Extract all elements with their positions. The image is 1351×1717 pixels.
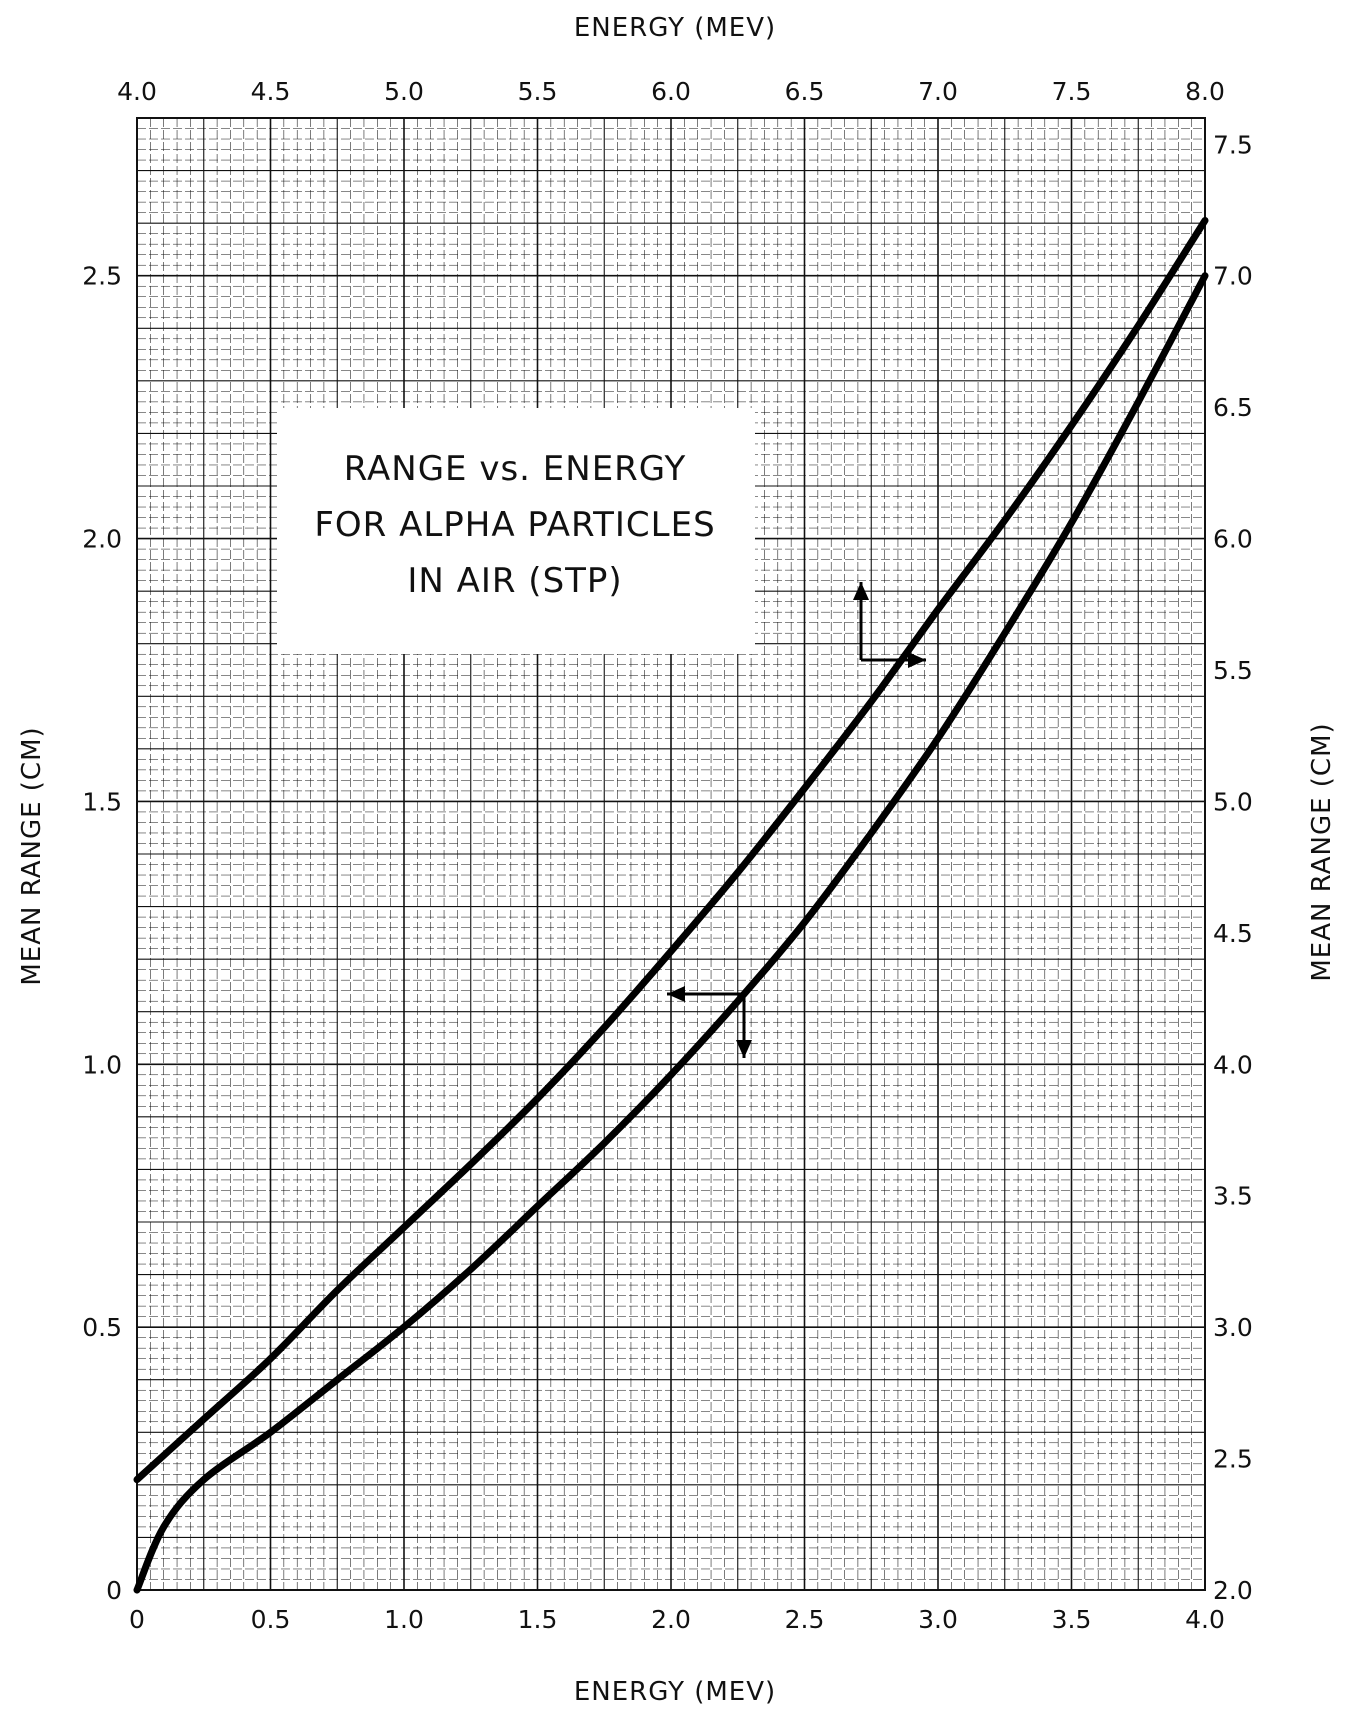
- y-tick-label-right: 3.5: [1213, 1182, 1253, 1211]
- x-tick-label-top: 4.0: [117, 77, 157, 106]
- chart-title-line-3: IN AIR (STP): [407, 561, 622, 601]
- plot-grid: [136, 117, 1206, 1591]
- x-tick-label-top: 7.5: [1052, 77, 1092, 106]
- arrow-left-left-axis-head: [667, 986, 685, 1002]
- y-tick-label-right: 6.5: [1213, 393, 1253, 422]
- x-tick-label-bottom: 2.0: [651, 1605, 691, 1634]
- x-tick-label-top: 5.0: [384, 77, 424, 106]
- y-tick-label-left: 2.5: [82, 262, 122, 291]
- x-tick-label-bottom: 0: [129, 1605, 145, 1634]
- x-tick-label-bottom: 1.0: [384, 1605, 424, 1634]
- series-line-lower: [133, 272, 1209, 1594]
- x-axis-title-top: ENERGY (MEV): [574, 13, 776, 43]
- plot-frame: [136, 117, 1206, 1591]
- y-tick-label-right: 6.0: [1213, 525, 1253, 554]
- y-tick-label-right: 4.0: [1213, 1050, 1253, 1079]
- chart-title-line-2: FOR ALPHA PARTICLES: [314, 505, 715, 545]
- x-tick-label-bottom: 0.5: [251, 1605, 291, 1634]
- arrow-down-bottom-axis-head: [736, 1040, 752, 1058]
- chart-title-line-1: RANGE vs. ENERGY: [344, 449, 686, 489]
- y-tick-label-left: 0.5: [82, 1313, 122, 1342]
- y-tick-label-right: 5.5: [1213, 656, 1253, 685]
- arrow-right-right-axis-head: [908, 652, 926, 668]
- axis-indicator-arrows: [667, 582, 926, 1058]
- y-tick-label-right: 2.0: [1213, 1576, 1253, 1605]
- arrow-up-right-axis-head: [853, 582, 869, 600]
- x-tick-label-bottom: 1.5: [518, 1605, 558, 1634]
- series-layer: [133, 217, 1209, 1594]
- x-tick-label-top: 4.5: [251, 77, 291, 106]
- x-tick-label-top: 8.0: [1185, 77, 1225, 106]
- y-axis-title-right: MEAN RANGE (CM): [1307, 722, 1337, 981]
- y-tick-label-right: 2.5: [1213, 1445, 1253, 1474]
- x-tick-label-bottom: 3.5: [1052, 1605, 1092, 1634]
- y-tick-label-right: 7.0: [1213, 262, 1253, 291]
- y-tick-label-right: 7.5: [1213, 130, 1253, 159]
- series-line-upper: [133, 217, 1209, 1484]
- x-tick-label-bottom: 2.5: [785, 1605, 825, 1634]
- y-tick-label-right: 5.0: [1213, 787, 1253, 816]
- y-axis-title-left: MEAN RANGE (CM): [17, 726, 47, 985]
- y-tick-label-left: 0: [106, 1576, 122, 1605]
- x-tick-label-top: 6.0: [651, 77, 691, 106]
- x-tick-label-bottom: 4.0: [1185, 1605, 1225, 1634]
- y-tick-label-left: 1.0: [82, 1050, 122, 1079]
- tick-labels: 0 0.5 1.0 1.5 2.0 2.5 3.0 3.5 4.0 4.0 4.5 5.0 5.5 6.0…: [82, 77, 1253, 1634]
- x-tick-label-top: 5.5: [518, 77, 558, 106]
- x-tick-label-top: 7.0: [918, 77, 958, 106]
- y-tick-label-right: 4.5: [1213, 919, 1253, 948]
- y-tick-label-right: 3.0: [1213, 1313, 1253, 1342]
- x-tick-label-top: 6.5: [785, 77, 825, 106]
- y-tick-label-left: 2.0: [82, 525, 122, 554]
- y-tick-label-left: 1.5: [82, 787, 122, 816]
- x-tick-label-bottom: 3.0: [918, 1605, 958, 1634]
- title-box: [277, 408, 755, 654]
- x-axis-title-bottom: ENERGY (MEV): [574, 1677, 776, 1707]
